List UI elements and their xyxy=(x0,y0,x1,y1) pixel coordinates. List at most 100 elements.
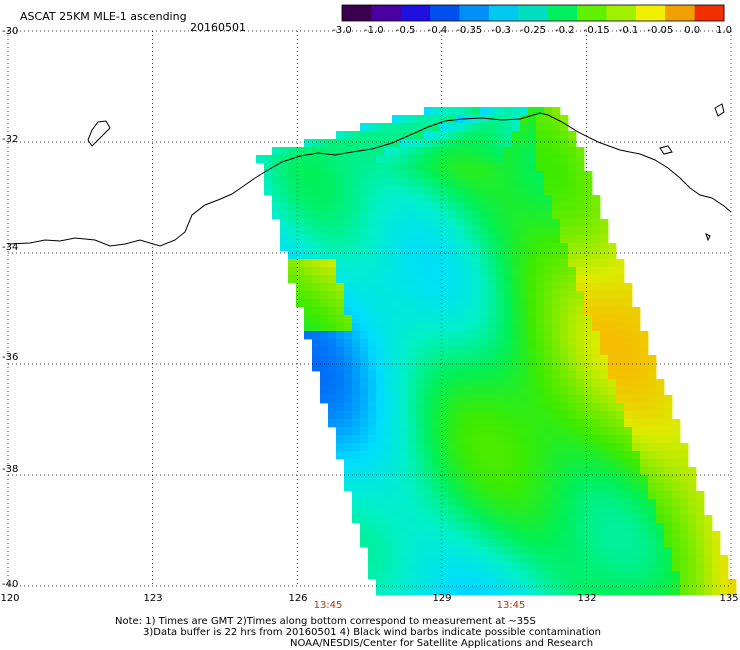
swath-pixel xyxy=(480,355,489,364)
swath-pixel xyxy=(488,259,497,268)
swath-pixel xyxy=(608,499,617,508)
swath-pixel xyxy=(416,379,425,388)
swath-pixel xyxy=(608,323,617,332)
swath-pixel xyxy=(624,355,633,364)
swath-pixel xyxy=(464,499,473,508)
swath-pixel xyxy=(576,579,585,588)
swath-pixel xyxy=(584,587,593,596)
swath-pixel xyxy=(584,403,593,412)
swath-pixel xyxy=(336,371,345,380)
swath-pixel xyxy=(672,435,681,444)
swath-pixel xyxy=(448,219,457,228)
swath-pixel xyxy=(288,243,297,252)
swath-pixel xyxy=(496,163,505,172)
swath-pixel xyxy=(568,491,577,500)
swath-pixel xyxy=(584,195,593,204)
swath-pixel xyxy=(648,371,657,380)
swath-pixel xyxy=(504,339,513,348)
swath-pixel xyxy=(624,451,633,460)
swath-pixel xyxy=(496,323,505,332)
swath-pixel xyxy=(680,475,689,484)
swath-pixel xyxy=(512,523,521,532)
island xyxy=(659,145,673,155)
swath-pixel xyxy=(504,419,513,428)
swath-pixel xyxy=(552,475,561,484)
swath-pixel xyxy=(560,195,569,204)
swath-pixel xyxy=(360,499,369,508)
swath-pixel xyxy=(488,387,497,396)
swath-pixel xyxy=(456,403,465,412)
swath-pixel xyxy=(592,235,601,244)
swath-pixel xyxy=(336,419,345,428)
swath-pixel xyxy=(584,547,593,556)
swath-pixel xyxy=(448,195,457,204)
swath-pixel xyxy=(408,483,417,492)
swath-pixel xyxy=(608,491,617,500)
swath-pixel xyxy=(320,211,329,220)
swath-pixel xyxy=(544,179,553,188)
swath-pixel xyxy=(328,403,337,412)
swath-pixel xyxy=(368,139,377,148)
swath-pixel xyxy=(424,275,433,284)
swath-pixel xyxy=(624,283,633,292)
swath-pixel xyxy=(296,219,305,228)
swath-pixel xyxy=(600,259,609,268)
swath-pixel xyxy=(448,347,457,356)
swath-pixel xyxy=(496,523,505,532)
swath-pixel xyxy=(608,419,617,428)
swath-pixel xyxy=(664,579,673,588)
swath-pixel xyxy=(584,227,593,236)
swath-pixel xyxy=(544,539,553,548)
swath-pixel xyxy=(288,227,297,236)
swath-pixel xyxy=(624,539,633,548)
swath-pixel xyxy=(480,491,489,500)
swath-pixel xyxy=(472,387,481,396)
swath-pixel xyxy=(672,467,681,476)
swath-pixel xyxy=(416,363,425,372)
swath-pixel xyxy=(408,387,417,396)
swath-pixel xyxy=(344,139,353,148)
swath-pixel xyxy=(472,203,481,212)
swath-pixel xyxy=(304,259,313,268)
swath-pixel xyxy=(512,203,521,212)
lat-label: -36 xyxy=(2,352,19,363)
swath-pixel xyxy=(480,579,489,588)
swath-pixel xyxy=(544,451,553,460)
swath-pixel xyxy=(488,523,497,532)
swath-pixel xyxy=(456,539,465,548)
swath-pixel xyxy=(344,315,353,324)
swath-pixel xyxy=(400,363,409,372)
swath-pixel xyxy=(568,371,577,380)
swath-pixel xyxy=(656,395,665,404)
swath-pixel xyxy=(440,179,449,188)
swath-pixel xyxy=(600,379,609,388)
swath-pixel xyxy=(360,443,369,452)
swath-pixel xyxy=(568,347,577,356)
swath-pixel xyxy=(432,427,441,436)
swath-pixel xyxy=(448,323,457,332)
swath-pixel xyxy=(456,187,465,196)
swath-pixel xyxy=(464,251,473,260)
swath-pixel xyxy=(552,323,561,332)
swath-pixel xyxy=(448,547,457,556)
swath-pixel xyxy=(384,355,393,364)
swath-pixel xyxy=(496,379,505,388)
swath-pixel xyxy=(520,587,529,596)
swath-pixel xyxy=(288,155,297,164)
swath-pixel xyxy=(360,379,369,388)
swath-pixel xyxy=(520,147,529,156)
swath-pixel xyxy=(408,251,417,260)
swath-pixel xyxy=(584,499,593,508)
swath-pixel xyxy=(504,507,513,516)
swath-pixel xyxy=(384,299,393,308)
swath-pixel xyxy=(560,131,569,140)
swath-pixel xyxy=(504,371,513,380)
swath-pixel xyxy=(616,507,625,516)
swath-pixel xyxy=(544,443,553,452)
swath-pixel xyxy=(296,291,305,300)
swath-pixel xyxy=(648,459,657,468)
swath-pixel xyxy=(392,291,401,300)
swath-pixel xyxy=(424,507,433,516)
swath-pixel xyxy=(616,411,625,420)
swath-pixel xyxy=(544,339,553,348)
